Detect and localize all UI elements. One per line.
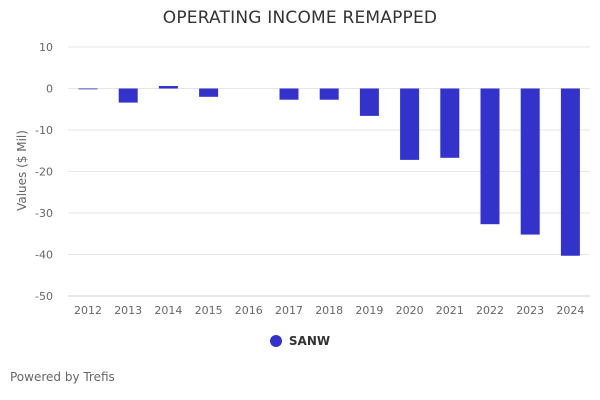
legend-swatch-sanw (269, 335, 282, 347)
x-tick-label: 2018 (315, 304, 343, 317)
y-tick-label: -30 (35, 207, 53, 220)
bar-2021 (440, 88, 460, 158)
x-tick-label: 2013 (114, 304, 142, 317)
x-tick-label: 2012 (74, 304, 102, 317)
bar-2024 (560, 88, 580, 256)
y-tick-label: -10 (35, 124, 53, 137)
x-tick-label: 2015 (195, 304, 223, 317)
y-tick-label: 0 (46, 83, 53, 96)
bar-2023 (520, 88, 540, 235)
legend: SANW (0, 334, 600, 348)
x-tick-label: 2017 (275, 304, 303, 317)
legend-label-sanw: SANW (288, 334, 331, 348)
x-tick-label: 2024 (556, 304, 584, 317)
bar-2022 (480, 88, 500, 225)
x-tick-label: 2023 (516, 304, 544, 317)
y-axis-title: Values ($ Mil) (15, 130, 29, 211)
bar-2015 (199, 88, 219, 97)
x-tick-label: 2022 (476, 304, 504, 317)
powered-by-footer: Powered by Trefis (10, 370, 115, 384)
x-tick-label: 2016 (235, 304, 263, 317)
bar-2017 (279, 88, 299, 100)
bar-2019 (359, 88, 379, 116)
bar-2013 (118, 88, 138, 103)
x-tick-label: 2020 (396, 304, 424, 317)
bar-2014 (158, 86, 178, 89)
chart-title: OPERATING INCOME REMAPPED (162, 8, 438, 28)
bar-2012 (78, 88, 98, 90)
x-tick-label: 2014 (154, 304, 182, 317)
y-tick-label: -20 (35, 166, 53, 179)
y-tick-label: 10 (39, 41, 53, 54)
y-tick-label: -50 (35, 290, 53, 303)
x-tick-label: 2019 (355, 304, 383, 317)
x-tick-label: 2021 (436, 304, 464, 317)
bar-2020 (400, 88, 420, 160)
y-tick-label: -40 (35, 249, 53, 262)
bar-2018 (319, 88, 339, 100)
